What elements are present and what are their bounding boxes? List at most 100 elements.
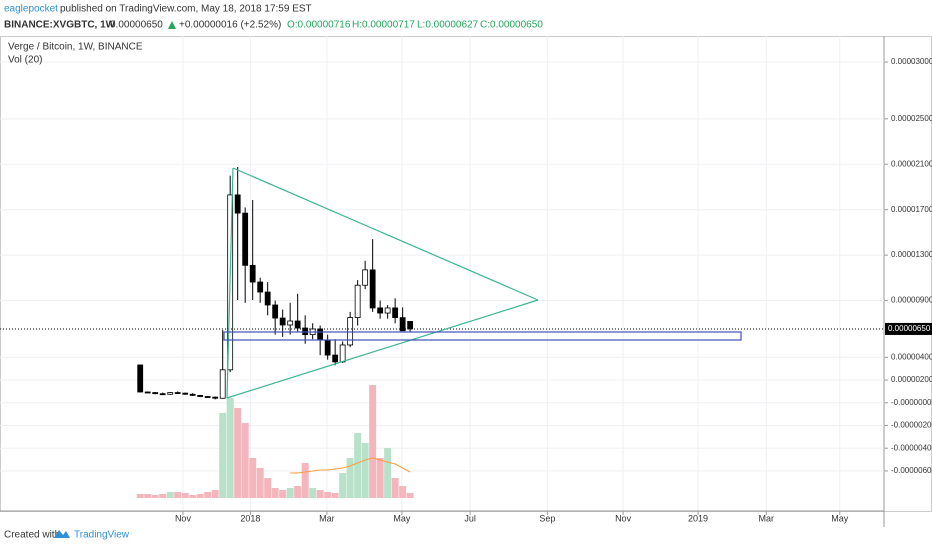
volume-ma-line bbox=[290, 457, 411, 474]
published: published on TradingView.com, May 18, 20… bbox=[60, 4, 312, 15]
candle-body bbox=[204, 396, 211, 398]
candle-body bbox=[144, 391, 151, 394]
candle-body bbox=[242, 212, 249, 266]
high: H:0.00000717 bbox=[352, 20, 415, 31]
volume-bar bbox=[406, 493, 414, 498]
y-tick-label: 0.00000400 bbox=[891, 352, 932, 361]
volume-bar bbox=[196, 494, 204, 498]
candle-body bbox=[167, 392, 174, 395]
y-tick-label: -0.00000000 bbox=[891, 398, 932, 407]
candle-body bbox=[264, 291, 271, 306]
candle-body bbox=[182, 392, 189, 395]
legend-volume: Vol (20) bbox=[8, 55, 42, 66]
volume-bar bbox=[399, 486, 407, 498]
volume-bar bbox=[286, 488, 294, 498]
candle-body bbox=[249, 264, 256, 283]
volume-bar bbox=[249, 458, 257, 498]
price: 0.00000650 bbox=[110, 20, 163, 31]
y-tick-label: 0.00002100 bbox=[891, 159, 932, 168]
volume-bar bbox=[391, 478, 399, 498]
candle-body bbox=[294, 320, 301, 329]
y-tick-label: 0.00003000 bbox=[891, 57, 932, 66]
x-tick-label: Mar bbox=[759, 513, 775, 523]
volume-bar bbox=[346, 458, 354, 498]
candle-body bbox=[347, 317, 354, 346]
y-tick-label: 0.00000900 bbox=[891, 296, 932, 305]
volume-bar bbox=[219, 413, 227, 498]
candle-body bbox=[212, 396, 219, 399]
candle-body bbox=[302, 327, 309, 336]
brand-logo bbox=[54, 530, 70, 538]
candle-body bbox=[279, 317, 286, 326]
x-tick-label: Mar bbox=[319, 513, 335, 523]
volume-bar bbox=[174, 492, 182, 498]
volume-bar bbox=[226, 398, 234, 498]
volume-bar bbox=[256, 468, 264, 498]
volume-bar bbox=[316, 490, 324, 498]
volume-bar bbox=[324, 492, 332, 498]
candle-body bbox=[362, 269, 369, 286]
x-tick-label: 2019 bbox=[688, 513, 708, 523]
candle-body bbox=[219, 369, 226, 399]
x-tick-label: May bbox=[393, 513, 411, 523]
volume-bar bbox=[279, 490, 287, 498]
candle-body bbox=[407, 321, 414, 330]
candle-body bbox=[392, 307, 399, 318]
footer-created: Created with bbox=[4, 530, 60, 541]
symbol: BINANCE:XVGBTC, 1W bbox=[4, 20, 116, 31]
x-tick-label: Nov bbox=[175, 513, 192, 523]
author[interactable]: eaglepocket bbox=[4, 4, 58, 15]
y-tick-label: 0.00000200 bbox=[891, 375, 932, 384]
volume-bar bbox=[294, 486, 302, 498]
volume-bar bbox=[241, 423, 249, 498]
volume-bar bbox=[354, 433, 362, 498]
volume-bar bbox=[301, 463, 309, 498]
y-tick-label: -0.00000400 bbox=[891, 443, 932, 452]
x-tick-label: Jul bbox=[464, 513, 476, 523]
x-tick-label: 2018 bbox=[240, 513, 260, 523]
close: C:0.00000650 bbox=[480, 20, 543, 31]
volume-bar bbox=[189, 495, 197, 498]
candle-body bbox=[137, 364, 144, 393]
support-zone bbox=[223, 331, 742, 341]
candle-body bbox=[377, 307, 384, 314]
volume-bar bbox=[271, 488, 279, 498]
candle-body bbox=[317, 328, 324, 341]
change: +0.00000016 (+2.52%) bbox=[179, 20, 281, 31]
volume-bar bbox=[264, 478, 272, 498]
volume-bar bbox=[211, 490, 219, 498]
candle-body bbox=[369, 269, 376, 309]
volume-bar bbox=[181, 493, 189, 498]
candle-body bbox=[159, 393, 166, 396]
volume-bar bbox=[361, 443, 369, 498]
frame bbox=[0, 36, 932, 512]
x-tick-label: Nov bbox=[615, 513, 632, 523]
volume-bar bbox=[136, 494, 144, 498]
candle-body bbox=[332, 354, 339, 363]
candle-body bbox=[339, 344, 346, 363]
volume-bar bbox=[384, 448, 392, 498]
candle-body bbox=[324, 339, 331, 356]
legend-title: Verge / Bitcoin, 1W, BINANCE bbox=[8, 42, 143, 53]
volume-bar bbox=[159, 494, 167, 498]
trend-line-lower bbox=[226, 299, 539, 399]
open: O:0.00000716 bbox=[287, 20, 351, 31]
footer-brand[interactable]: TradingView bbox=[74, 530, 130, 541]
volume-bar bbox=[166, 492, 174, 498]
candle-body bbox=[354, 284, 361, 318]
candle-body bbox=[287, 320, 294, 326]
candle-body bbox=[189, 393, 196, 396]
x-tick-label: Sep bbox=[539, 513, 555, 523]
y-tick-label: 0.00001700 bbox=[891, 205, 932, 214]
y-tick-label: -0.00000600 bbox=[891, 466, 932, 475]
y-tick-label: -0.00000200 bbox=[891, 421, 932, 430]
trend-line-left bbox=[226, 167, 234, 399]
volume-bar bbox=[204, 492, 212, 498]
low: L:0.00000627 bbox=[417, 20, 479, 31]
volume-bar bbox=[331, 493, 339, 498]
last-price-label: 0.00000650 bbox=[888, 324, 931, 333]
y-tick-label: 0.00001300 bbox=[891, 250, 932, 259]
volume-bar bbox=[151, 495, 159, 498]
